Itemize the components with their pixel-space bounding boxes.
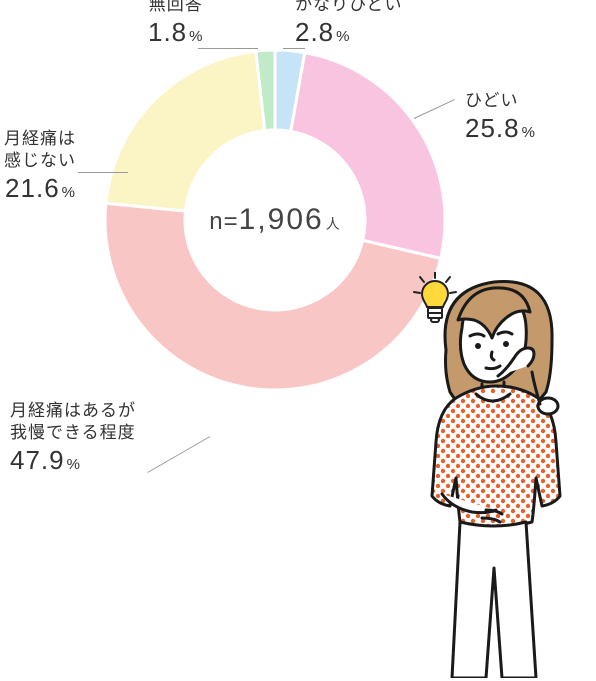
pct-sign: %	[189, 27, 203, 47]
label-tolerable-l2: 我慢できる程度	[10, 422, 136, 444]
label-tolerable: 月経痛はあるが 我慢できる程度 47.9 %	[10, 400, 136, 478]
label-tolerable-pct: 47.9	[10, 444, 65, 478]
label-severe-pct: 25.8	[465, 112, 520, 146]
pct-sign: %	[67, 455, 81, 475]
label-no-answer-title: 無回答	[148, 0, 204, 16]
pct-sign: %	[336, 27, 350, 47]
leader-none	[78, 172, 128, 173]
label-severe-title: ひどい	[465, 90, 536, 112]
label-no-answer: 無回答 1.8 %	[148, 0, 204, 50]
leader-tolerable	[147, 436, 210, 473]
label-none-l1: 月経痛は	[4, 128, 76, 150]
label-tolerable-l1: 月経痛はあるが	[10, 400, 136, 422]
label-none-l2: 感じない	[4, 150, 76, 172]
label-severe: ひどい 25.8 %	[465, 90, 536, 146]
leader-no-answer	[198, 48, 258, 49]
pct-sign: %	[62, 183, 76, 203]
label-none: 月経痛は 感じない 21.6 %	[4, 128, 76, 206]
label-very-severe-title: かなりひどい	[295, 0, 403, 16]
pct-sign: %	[522, 123, 536, 143]
woman-illustration	[390, 258, 590, 678]
leader-very-severe	[283, 48, 305, 49]
label-very-severe-pct: 2.8	[295, 16, 334, 50]
label-very-severe: かなりひどい 2.8 %	[295, 0, 403, 50]
label-none-pct: 21.6	[5, 172, 60, 206]
label-no-answer-pct: 1.8	[148, 16, 187, 50]
donut-hole	[185, 130, 365, 310]
